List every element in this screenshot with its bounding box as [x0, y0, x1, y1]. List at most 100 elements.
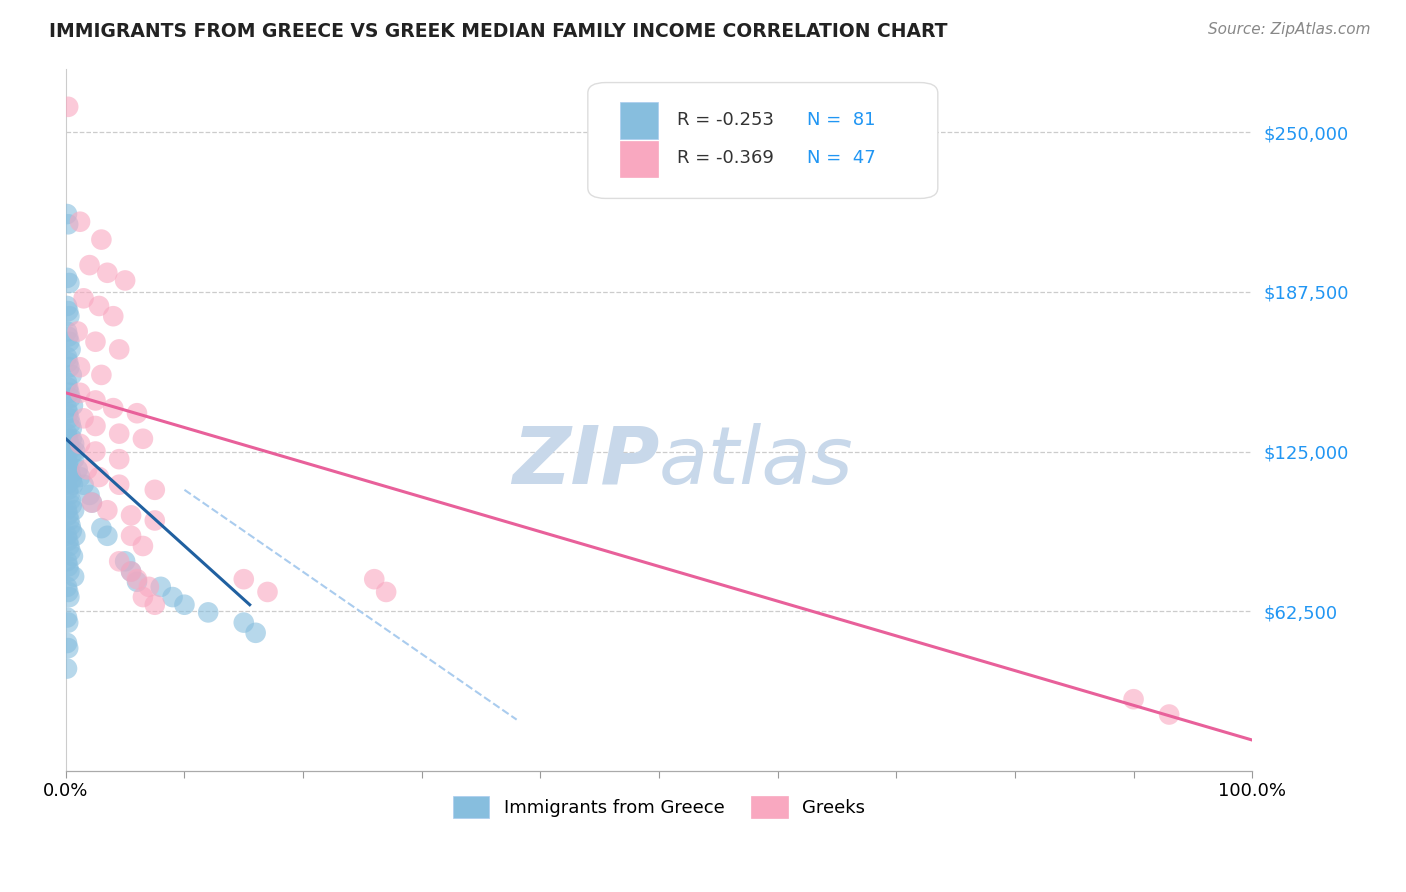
Point	[58, 411, 80, 425]
Text: N =  47: N = 47	[807, 149, 876, 168]
Point	[120, 565, 142, 579]
Point	[59, 544, 82, 558]
Point	[232, 572, 254, 586]
Point	[90, 368, 112, 382]
Point	[56, 483, 79, 497]
Point	[56, 426, 79, 441]
Point	[59, 442, 82, 456]
Point	[114, 273, 136, 287]
Point	[69, 437, 91, 451]
Point	[56, 529, 79, 543]
Point	[108, 452, 131, 467]
Point	[143, 598, 166, 612]
Text: R = -0.253: R = -0.253	[676, 111, 773, 128]
FancyBboxPatch shape	[620, 141, 658, 178]
Point	[56, 401, 79, 416]
Point	[58, 590, 80, 604]
Point	[59, 493, 82, 508]
Point	[56, 325, 79, 339]
Point	[114, 554, 136, 568]
Point	[90, 521, 112, 535]
Text: ZIP: ZIP	[512, 423, 659, 500]
Point	[363, 572, 385, 586]
Point	[197, 606, 219, 620]
Point	[59, 518, 82, 533]
Point	[60, 421, 83, 435]
Point	[59, 391, 82, 405]
Point	[56, 615, 79, 630]
Point	[69, 385, 91, 400]
Point	[80, 495, 103, 509]
Point	[58, 539, 80, 553]
Point	[56, 376, 79, 390]
Point	[60, 498, 83, 512]
Point	[80, 495, 103, 509]
Point	[120, 529, 142, 543]
Point	[162, 590, 184, 604]
FancyBboxPatch shape	[588, 83, 938, 198]
Point	[108, 477, 131, 491]
Point	[108, 343, 131, 357]
Point	[108, 554, 131, 568]
Point	[84, 419, 107, 434]
Point	[56, 662, 79, 676]
Point	[56, 585, 79, 599]
Point	[56, 304, 79, 318]
Point	[87, 470, 110, 484]
Point	[245, 625, 267, 640]
Point	[56, 432, 79, 446]
Point	[132, 539, 155, 553]
Point	[66, 462, 89, 476]
Point	[56, 100, 79, 114]
Point	[63, 437, 86, 451]
Point	[58, 360, 80, 375]
Point	[56, 350, 79, 364]
Point	[60, 368, 83, 382]
Point	[56, 458, 79, 472]
Point	[56, 452, 79, 467]
Text: atlas: atlas	[659, 423, 853, 500]
Point	[66, 325, 89, 339]
Point	[79, 258, 101, 272]
Point	[132, 590, 155, 604]
Point	[375, 585, 398, 599]
Point	[56, 271, 79, 285]
Point	[58, 309, 80, 323]
Point	[63, 503, 86, 517]
Point	[108, 426, 131, 441]
FancyBboxPatch shape	[620, 103, 658, 139]
Point	[56, 580, 79, 594]
Point	[63, 452, 86, 467]
Point	[96, 503, 118, 517]
Text: IMMIGRANTS FROM GREECE VS GREEK MEDIAN FAMILY INCOME CORRELATION CHART: IMMIGRANTS FROM GREECE VS GREEK MEDIAN F…	[49, 22, 948, 41]
Text: R = -0.369: R = -0.369	[676, 149, 773, 168]
Point	[56, 503, 79, 517]
Point	[56, 554, 79, 568]
Point	[60, 432, 83, 446]
Point	[58, 565, 80, 579]
Point	[138, 580, 160, 594]
Point	[56, 533, 79, 548]
Point	[62, 399, 84, 413]
Point	[256, 585, 278, 599]
Point	[79, 488, 101, 502]
Point	[59, 343, 82, 357]
Point	[60, 524, 83, 538]
Point	[60, 473, 83, 487]
Text: Source: ZipAtlas.com: Source: ZipAtlas.com	[1208, 22, 1371, 37]
Point	[84, 393, 107, 408]
Point	[69, 360, 91, 375]
Point	[56, 508, 79, 523]
Point	[84, 444, 107, 458]
Point	[103, 401, 125, 416]
Point	[59, 417, 82, 431]
Point	[65, 444, 87, 458]
Point	[1122, 692, 1144, 706]
Point	[173, 598, 195, 612]
Point	[56, 477, 79, 491]
Point	[60, 447, 83, 461]
Point	[59, 467, 82, 482]
Point	[72, 291, 94, 305]
Point	[1159, 707, 1181, 722]
Point	[125, 572, 148, 586]
